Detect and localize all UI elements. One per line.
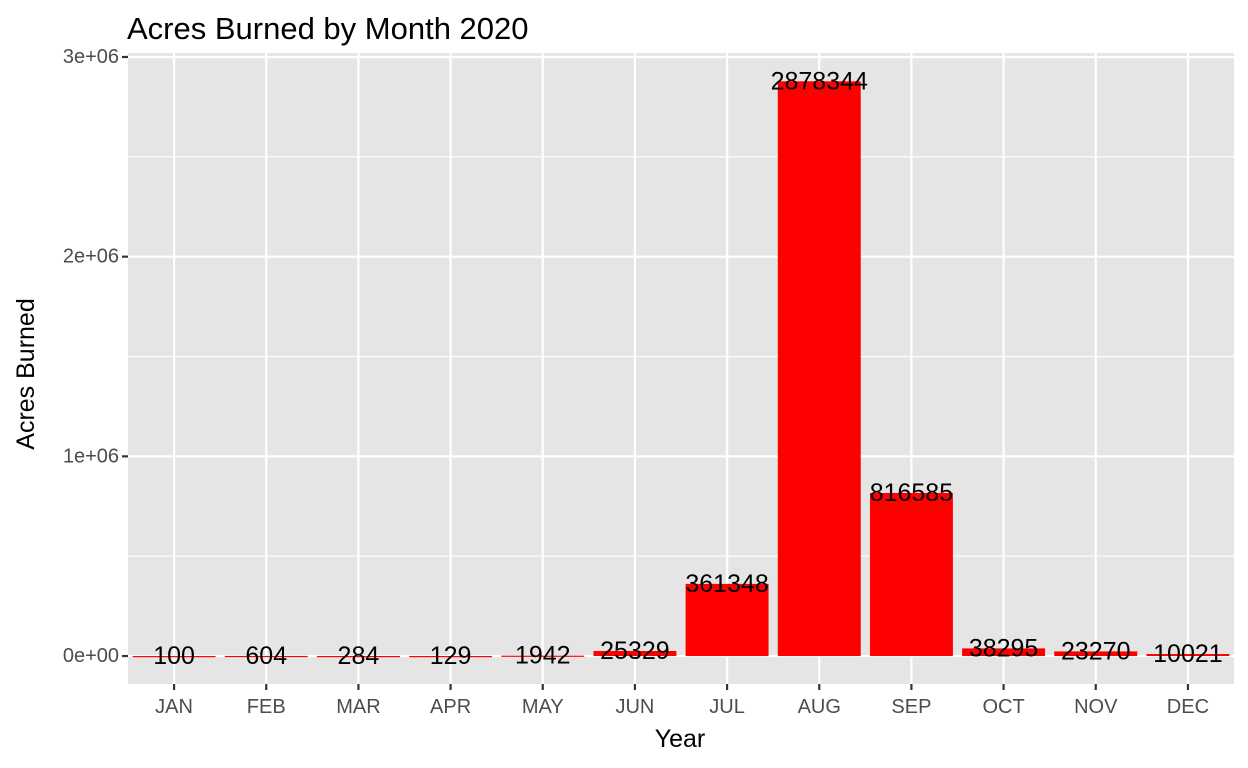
- y-tick-label: 3e+06: [63, 46, 119, 68]
- axes: 0e+00 1e+06 2e+06 3e+06 JAN FEB MAR APR MAY JUN JU…: [63, 46, 1209, 718]
- y-tick-label: 0e+00: [63, 645, 119, 667]
- bar-aug: [777, 81, 861, 657]
- bar-apr: [409, 656, 493, 658]
- bar-jul: [685, 583, 769, 657]
- data-label-jun: 25329: [600, 637, 670, 665]
- data-label-feb: 604: [245, 642, 287, 670]
- data-label-aug: 2878344: [771, 67, 868, 95]
- data-label-dec: 10021: [1153, 640, 1223, 668]
- x-tick-label: FEB: [247, 696, 286, 718]
- bar-feb: [224, 655, 308, 658]
- x-axis-title: Year: [655, 725, 706, 753]
- x-tick-label: DEC: [1167, 696, 1209, 718]
- data-label-jul: 361348: [685, 570, 768, 598]
- data-label-mar: 284: [338, 642, 380, 670]
- gridlines: [128, 53, 1234, 684]
- x-tick-label: JUL: [709, 696, 745, 718]
- x-tick-label: SEP: [891, 696, 931, 718]
- x-tick-label: NOV: [1074, 696, 1118, 718]
- chart-title: Acres Burned by Month 2020: [127, 11, 529, 46]
- bar-mar: [316, 655, 400, 658]
- data-label-jan: 100: [153, 642, 195, 670]
- x-tick-label: AUG: [798, 696, 841, 718]
- bar-sep: [869, 492, 953, 657]
- x-tick-label: OCT: [982, 696, 1024, 718]
- x-tick-label: MAR: [336, 696, 380, 718]
- plot-panel: [128, 53, 1234, 684]
- y-tick-label: 2e+06: [63, 246, 119, 268]
- x-tick-label: APR: [430, 696, 471, 718]
- y-tick-label: 1e+06: [63, 445, 119, 467]
- data-label-nov: 23270: [1061, 637, 1131, 665]
- y-axis-title: Acres Burned: [12, 298, 40, 449]
- x-tick-label: JUN: [615, 696, 654, 718]
- bar-may: [501, 655, 585, 657]
- bars: [132, 81, 1230, 658]
- bar-nov: [1054, 651, 1138, 657]
- bar-jan: [132, 656, 216, 658]
- bar-dec: [1146, 654, 1230, 657]
- x-tick-label: JAN: [155, 696, 193, 718]
- data-label-apr: 129: [430, 642, 472, 670]
- bar-jun: [593, 650, 677, 657]
- data-label-sep: 816585: [870, 479, 953, 507]
- data-label-may: 1942: [515, 642, 571, 670]
- bar-oct: [962, 648, 1046, 657]
- data-labels: 100 604 284 129 1942 25329 361348 2878344 816585…: [153, 67, 1222, 670]
- x-tick-label: MAY: [522, 696, 564, 718]
- data-label-oct: 38295: [969, 634, 1039, 662]
